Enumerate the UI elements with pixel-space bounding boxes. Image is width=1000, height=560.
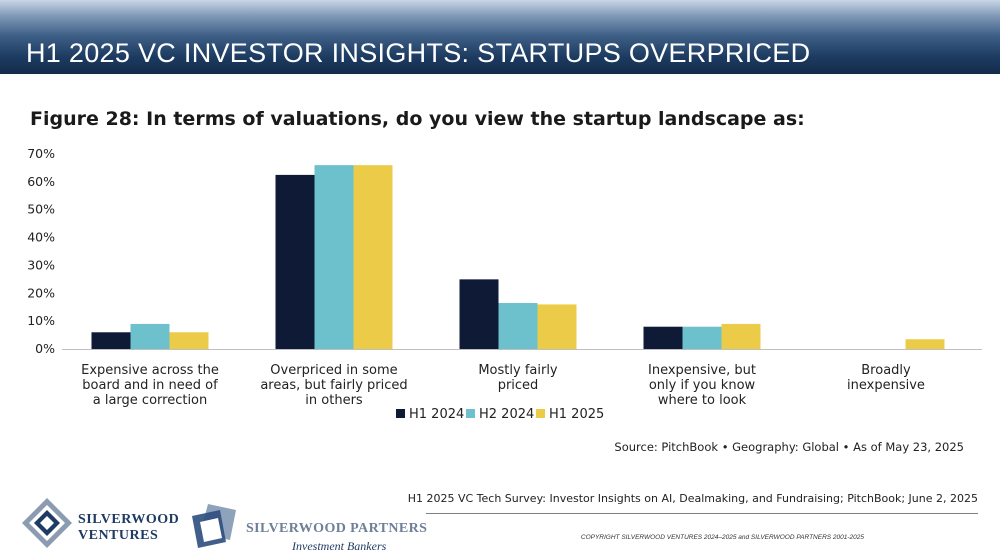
y-tick-label: 10% [27, 313, 55, 328]
bar-h1-2024-cat4 [643, 326, 683, 349]
x-category-label: Inexpensive, but only if you know where to… [648, 363, 756, 408]
y-tick-label: 20% [27, 285, 55, 300]
bar-h1-2025-cat4 [721, 323, 761, 349]
legend-item-h2-2024: H2 2024 [466, 407, 534, 422]
bar-h1-2024-cat3 [459, 279, 499, 349]
legend-label: H1 2024 [409, 407, 464, 422]
legend-label: H1 2025 [549, 407, 604, 422]
footer-divider [426, 513, 978, 514]
silverwood-ventures-logo-icon [22, 498, 72, 548]
header-bar [0, 0, 1000, 74]
source-note: Source: PitchBook • Geography: Global • … [614, 440, 964, 454]
legend-item-h1-2025: H1 2025 [536, 407, 604, 422]
y-tick-label: 40% [27, 230, 55, 245]
bar-h1-2025-cat5 [905, 339, 945, 349]
y-tick-label: 50% [27, 202, 55, 217]
figure-title: Figure 28: In terms of valuations, do yo… [30, 108, 805, 130]
legend-label: H2 2024 [479, 407, 534, 422]
x-category-label: Expensive across the board and in need of… [81, 363, 219, 408]
x-category-label: Overpriced in some areas, but fairly pric… [260, 363, 407, 408]
bar-h1-2024-cat1 [91, 332, 131, 349]
legend-swatch [396, 409, 405, 418]
ventures-logo-line1: SILVERWOOD [78, 512, 180, 527]
bar-h1-2025-cat1 [169, 332, 209, 349]
partners-logo-line1: SILVERWOOD PARTNERS [246, 521, 428, 536]
x-category-label: Mostly fairly priced [478, 363, 558, 393]
survey-citation: H1 2025 VC Tech Survey: Investor Insight… [407, 492, 978, 505]
y-tick-label: 60% [27, 174, 55, 189]
legend-swatch [466, 409, 475, 418]
bar-h2-2024-cat3 [498, 303, 538, 349]
silverwood-partners-logo-icon [192, 504, 236, 548]
legend-item-h1-2024: H1 2024 [396, 407, 464, 422]
bar-chart: 0% 10% 20% 30% 40% 50% 60% 70% Expensive across … [27, 146, 982, 422]
bar-h1-2025-cat2 [353, 165, 393, 349]
y-tick-label: 30% [27, 257, 55, 272]
bar-h1-2025-cat3 [537, 304, 577, 349]
ventures-logo-line2: VENTURES [78, 528, 159, 543]
bar-h2-2024-cat2 [314, 165, 354, 349]
bar-h2-2024-cat4 [682, 326, 722, 349]
bar-h1-2024-cat2 [275, 174, 315, 349]
copyright-text: COPYRIGHT SILVERWOOD VENTURES 2024–2025 … [580, 534, 864, 541]
y-tick-label: 70% [27, 146, 55, 161]
bar-h2-2024-cat1 [130, 323, 170, 349]
page-title: H1 2025 VC INVESTOR INSIGHTS: STARTUPS O… [26, 38, 811, 68]
y-tick-label: 0% [35, 341, 55, 356]
legend-swatch [536, 409, 545, 418]
partners-logo-line2: Investment Bankers [292, 539, 387, 553]
x-category-label: Broadly inexpensive [847, 363, 925, 393]
